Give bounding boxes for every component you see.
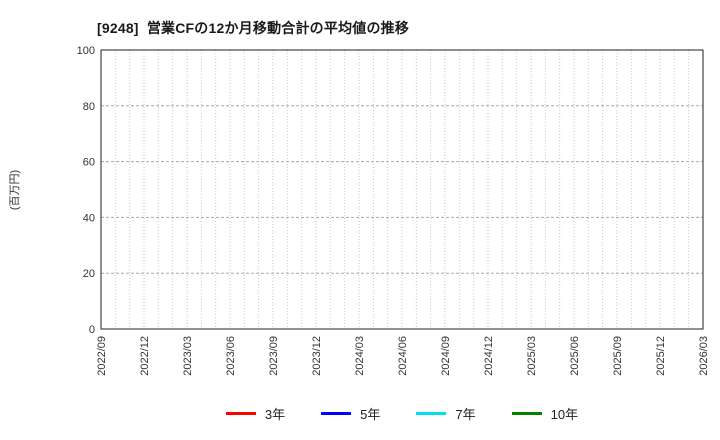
x-tick-label: 2023/06 <box>225 336 237 376</box>
x-tick-label: 2022/12 <box>139 336 151 376</box>
legend-line-7y-icon <box>416 412 447 415</box>
y-tick-label: 60 <box>83 157 95 169</box>
y-tick-label: 40 <box>83 212 95 224</box>
legend-line-3y-icon <box>225 412 256 415</box>
x-tick-label: 2024/03 <box>354 336 366 376</box>
plot-border <box>100 49 704 330</box>
y-tick-label: 20 <box>83 268 95 280</box>
y-tick-label: 80 <box>83 101 95 113</box>
legend-label-3y: 3年 <box>264 407 286 422</box>
legend-item-3y: 3年 <box>225 404 286 423</box>
x-tick-label: 2025/09 <box>612 336 624 376</box>
y-tick-label: 100 <box>77 45 95 57</box>
chart-title: [9248] 営業CFの12か月移動合計の平均値の推移 <box>97 20 410 36</box>
legend-label-7y: 7年 <box>455 407 476 422</box>
x-tick-label: 2023/12 <box>311 336 323 376</box>
x-tick-label: 2025/12 <box>655 336 667 376</box>
legend-line-10y-icon <box>511 412 542 415</box>
x-tick-label: 2023/03 <box>182 336 194 376</box>
x-tick-label: 2024/12 <box>483 336 495 376</box>
y-tick-label: 0 <box>89 324 95 336</box>
x-tick-label: 2022/09 <box>96 336 108 376</box>
legend-label-10y: 10年 <box>550 407 579 422</box>
legend-item-7y: 7年 <box>416 404 476 423</box>
x-tick-label: 2025/06 <box>569 336 581 376</box>
legend-item-10y: 10年 <box>511 404 579 423</box>
legend: 3年 5年 7年 10年 <box>101 404 703 423</box>
x-tick-label: 2026/03 <box>698 336 710 376</box>
x-tick-label: 2024/06 <box>397 336 409 376</box>
x-tick-label: 2025/03 <box>526 336 538 376</box>
legend-item-5y: 5年 <box>321 404 380 423</box>
legend-line-5y-icon <box>321 412 352 415</box>
x-tick-label: 2023/09 <box>268 336 280 376</box>
x-tick-label: 2024/09 <box>440 336 452 376</box>
legend-label-5y: 5年 <box>360 407 381 422</box>
